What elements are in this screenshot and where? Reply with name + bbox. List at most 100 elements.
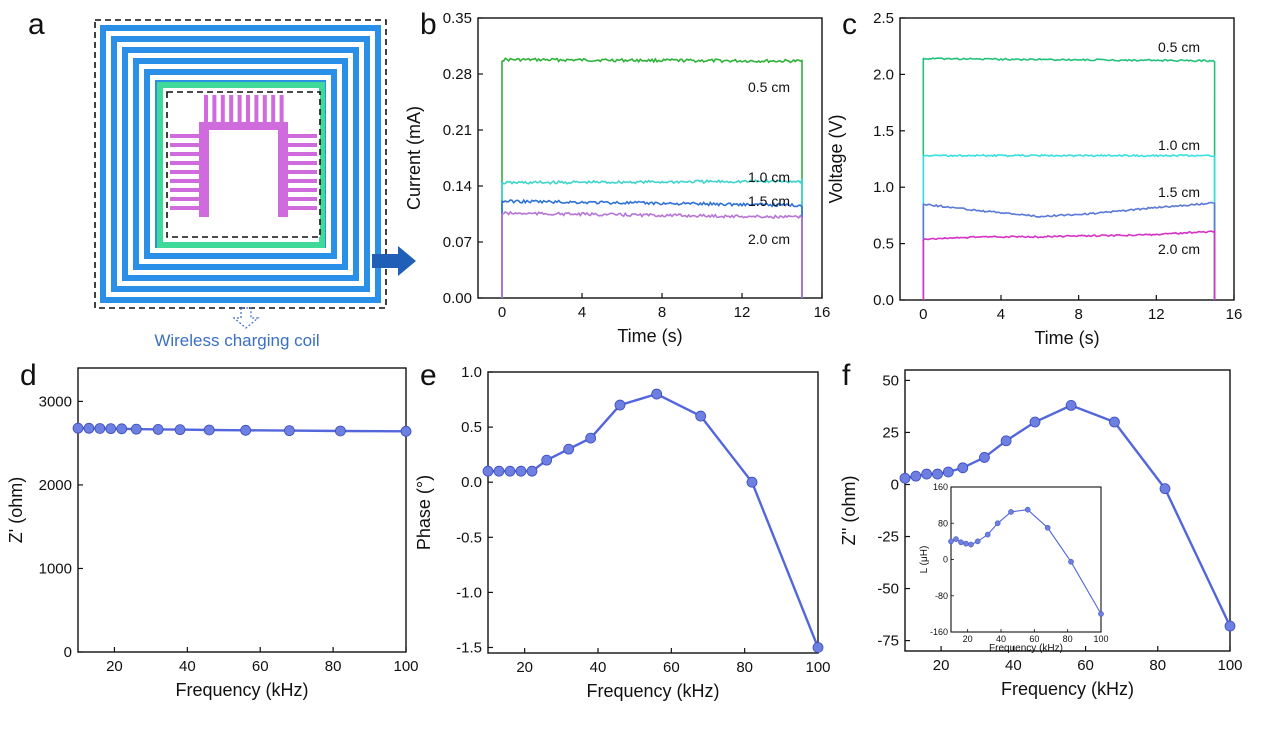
sensor-finger: [287, 134, 317, 138]
plot-frame: [477, 17, 823, 299]
x-tick-label: 80: [325, 658, 342, 675]
sensor-finger: [254, 95, 259, 123]
data-point: [563, 443, 575, 455]
data-point: [152, 423, 164, 435]
x-axis-label: Frequency (kHz): [1001, 679, 1134, 699]
plot-frame: [487, 371, 819, 654]
y-axis-label: Voltage (V): [826, 114, 846, 203]
y-tick-label: 1.0: [873, 179, 894, 196]
series-line-0-5-cm: [501, 57, 803, 298]
series-line-0-5-cm: [922, 57, 1216, 301]
x-tick-label: 8: [1074, 306, 1082, 323]
x-tick-label: 40: [590, 659, 607, 676]
plot-frame: [899, 17, 1235, 301]
x-tick-label: 16: [1226, 306, 1243, 323]
series-line: [488, 392, 820, 648]
sensor-finger: [271, 95, 276, 123]
data-point: [1029, 416, 1041, 428]
sensor-finger: [287, 152, 317, 156]
y-tick-label: 50: [882, 372, 899, 389]
data-point: [526, 465, 538, 477]
data-point: [1109, 416, 1120, 428]
inset-data-point: [968, 541, 974, 548]
inset-x-tick-label: 100: [1093, 634, 1108, 644]
y-tick-label: 1.0: [461, 364, 482, 381]
data-point: [585, 432, 597, 444]
y-axis-label: Phase (°): [414, 475, 434, 550]
y-tick-label: 0.5: [873, 236, 894, 253]
inset-x-axis-label: Frequency (kHz): [989, 643, 1063, 654]
y-tick-label: 0.21: [443, 122, 472, 139]
y-tick-label: 0: [64, 644, 72, 661]
series-label-1-0-cm: 1.0 cm: [1158, 137, 1200, 153]
y-tick-label: 2000: [39, 477, 72, 494]
y-axis-label: Z'' (ohm): [839, 476, 859, 546]
y-tick-label: 1.5: [873, 123, 894, 140]
data-point: [400, 425, 412, 437]
data-point: [130, 423, 142, 435]
x-axis-label: Time (s): [1034, 328, 1099, 348]
x-tick-label: 12: [734, 304, 751, 321]
panel-label-a: a: [28, 8, 45, 41]
sensor-finger: [170, 143, 200, 147]
x-tick-label: 8: [658, 304, 666, 321]
data-point: [283, 425, 295, 437]
data-point: [174, 424, 186, 436]
inset-data-point: [1024, 506, 1031, 513]
y-tick-label: 0.07: [443, 234, 472, 251]
sensor-finger: [229, 95, 234, 123]
data-point: [515, 465, 527, 477]
y-tick-label: 0: [891, 476, 899, 493]
series-label-0-5-cm: 0.5 cm: [1158, 39, 1200, 55]
x-tick-label: 60: [1077, 657, 1094, 674]
x-tick-label: 80: [736, 659, 753, 676]
sensor-finger: [220, 95, 225, 123]
wireless-charging-coil-illustration: [94, 19, 387, 309]
data-point: [203, 424, 215, 436]
y-tick-label: 0.28: [443, 66, 472, 83]
data-point: [979, 452, 990, 463]
x-tick-label: 20: [933, 657, 950, 674]
y-tick-label: -1.5: [456, 639, 482, 656]
sensor-finger: [170, 152, 200, 156]
x-tick-label: 20: [516, 659, 533, 676]
x-tick-label: 60: [663, 659, 680, 676]
y-tick-label: 0.0: [873, 292, 894, 309]
data-point: [116, 423, 128, 435]
panel-label-e: e: [420, 359, 437, 392]
data-point: [1159, 483, 1171, 495]
data-point: [932, 468, 943, 480]
series-label-0-5-cm: 0.5 cm: [748, 79, 790, 95]
y-tick-label: 0.5: [461, 419, 482, 436]
data-point: [921, 468, 933, 480]
sensor-finger: [246, 95, 250, 123]
x-tick-label: 4: [578, 304, 586, 321]
inset-x-tick-label: 40: [996, 634, 1006, 644]
inset-data-point: [1044, 524, 1051, 531]
inset-data-point: [963, 540, 969, 547]
data-point: [695, 410, 707, 422]
y-tick-label: -50: [877, 581, 899, 598]
x-tick-label: 0: [919, 306, 927, 323]
y-tick-label: 2.0: [873, 66, 894, 83]
sensor-finger: [237, 95, 242, 123]
y-tick-label: -0.5: [456, 529, 482, 546]
panel-label-c: c: [842, 8, 857, 41]
x-tick-label: 60: [252, 658, 269, 675]
plot-frame: [904, 369, 1231, 652]
inset-x-tick-label: 80: [1063, 634, 1073, 644]
coil-turn: [100, 25, 381, 303]
data-point: [482, 465, 494, 477]
x-tick-label: 4: [997, 306, 1005, 323]
data-point: [105, 423, 117, 435]
y-tick-label: 25: [882, 424, 899, 441]
inset-y-axis-label: L (μH): [919, 546, 930, 574]
data-point: [899, 472, 911, 484]
data-point: [614, 399, 626, 411]
sensor-finger: [287, 206, 317, 210]
x-tick-label: 80: [1149, 657, 1166, 674]
data-point: [334, 425, 346, 437]
sensor-finger: [212, 95, 217, 123]
